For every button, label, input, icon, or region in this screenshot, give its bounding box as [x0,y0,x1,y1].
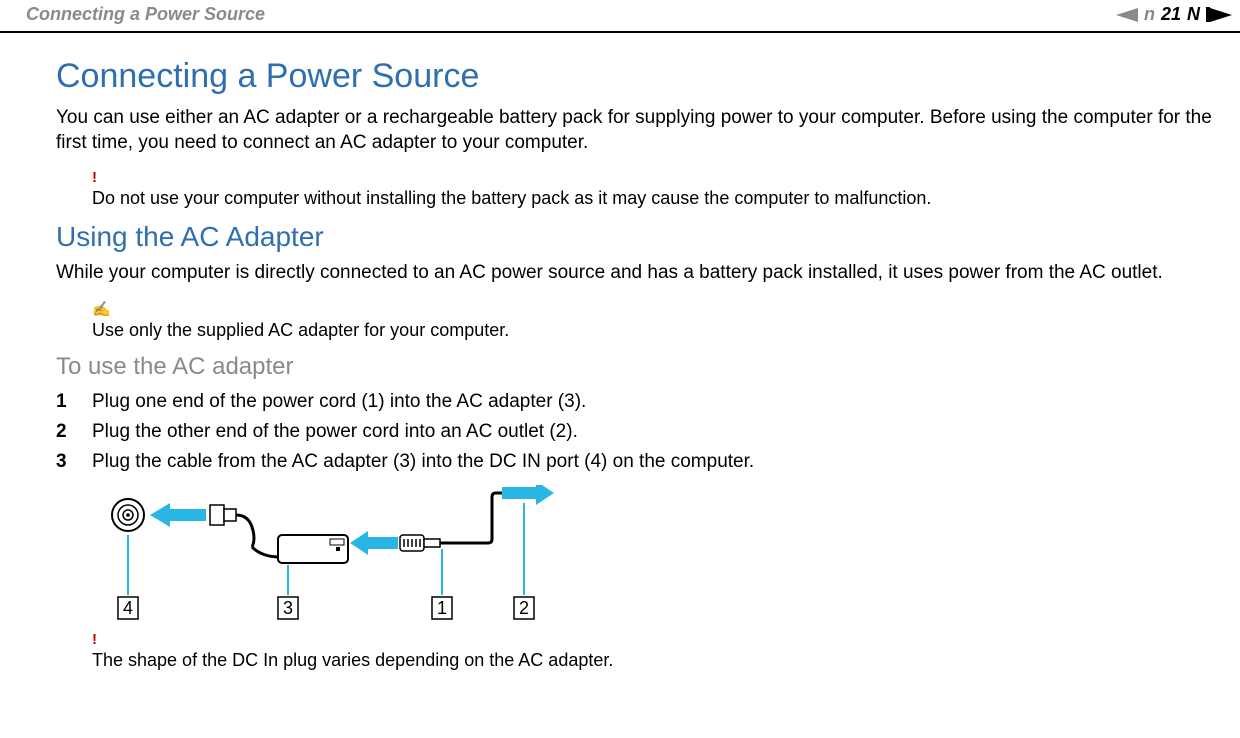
step-text: Plug one end of the power cord (1) into … [92,391,586,413]
label-1: 1 [432,597,452,619]
nav-prev-icon[interactable] [1116,8,1138,22]
note-text-1: Use only the supplied AC adapter for you… [92,320,509,340]
step-2: 2 Plug the other end of the power cord in… [56,421,1220,443]
procedure-title: To use the AC adapter [56,353,1220,381]
nav-next-icon[interactable] [1206,7,1232,22]
subheading-ac-adapter: Using the AC Adapter [56,221,1220,253]
label-4: 4 [118,597,138,619]
intro-paragraph: You can use either an AC adapter or a re… [56,106,1220,155]
power-inlet-plug-icon [400,535,440,551]
dc-plug-icon [210,505,280,557]
step-num: 3 [56,451,70,473]
power-cord-icon [440,493,502,543]
warning-callout-1: ! Do not use your computer without insta… [92,169,1220,209]
label-2: 2 [514,597,534,619]
sub1-body: While your computer is directly connecte… [56,261,1220,286]
step-3: 3 Plug the cable from the AC adapter (3) … [56,451,1220,473]
step-text: Plug the other end of the power cord int… [92,421,578,443]
page-title: Connecting a Power Source [56,57,1220,96]
page-number: 21 [1161,4,1181,25]
dc-in-port-icon [112,499,144,531]
note-callout-1: ✍ Use only the supplied AC adapter for y… [92,300,1220,341]
step-1: 1 Plug one end of the power cord (1) into… [56,391,1220,413]
svg-text:2: 2 [519,598,529,618]
nav-prev-label: n [1144,4,1155,25]
nav-next-label: N [1187,4,1200,25]
step-num: 1 [56,391,70,413]
steps-list: 1 Plug one end of the power cord (1) into… [56,391,1220,473]
label-3: 3 [278,597,298,619]
svg-text:1: 1 [437,598,447,618]
step-text: Plug the cable from the AC adapter (3) i… [92,451,754,473]
note-icon: ✍ [92,300,1220,318]
svg-text:4: 4 [123,598,133,618]
warning-text-1: Do not use your computer without install… [92,188,931,208]
ac-adapter-diagram: 4 3 1 2 [92,485,1220,625]
arrow-left-2-icon [350,531,398,555]
warning-icon: ! [92,631,1220,648]
arrow-left-1-icon [150,503,206,527]
warning-callout-2: ! The shape of the DC In plug varies dep… [92,631,1220,671]
header-breadcrumb: Connecting a Power Source [26,4,265,25]
ac-adapter-icon [278,535,348,563]
warning-icon: ! [92,169,1220,186]
step-num: 2 [56,421,70,443]
warning-text-2: The shape of the DC In plug varies depen… [92,650,613,670]
svg-text:3: 3 [283,598,293,618]
arrow-right-icon [502,485,554,505]
